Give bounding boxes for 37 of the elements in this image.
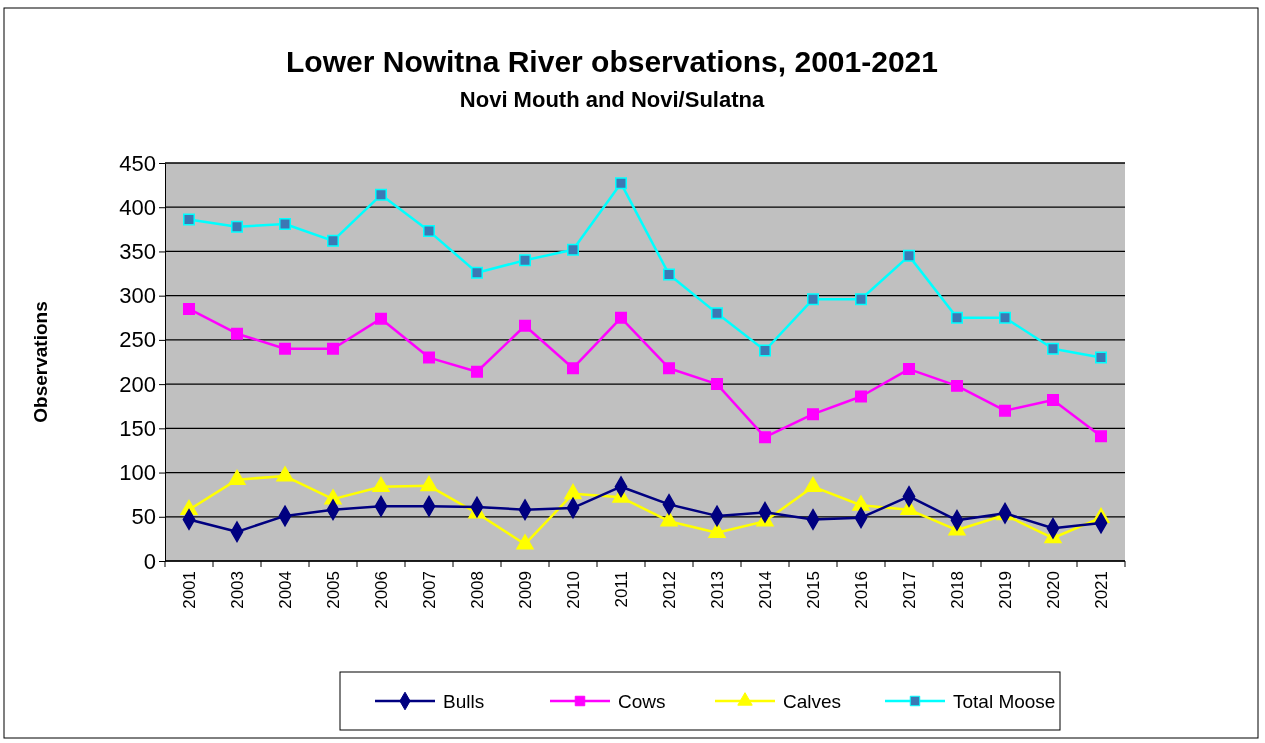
- x-tick-label: 2007: [420, 571, 439, 609]
- chart-title: Lower Nowitna River observations, 2001-2021: [286, 45, 938, 78]
- y-axis-title: Observations: [30, 301, 51, 423]
- x-tick-label: 2008: [468, 571, 487, 609]
- x-tick-label: 2015: [804, 571, 823, 609]
- x-tick-label: 2018: [948, 571, 967, 609]
- y-tick-label: 450: [119, 150, 156, 176]
- legend-label: Cows: [618, 691, 666, 712]
- x-tick-label: 2013: [708, 571, 727, 609]
- x-tick-label: 2012: [660, 571, 679, 609]
- x-tick-label: 2017: [900, 571, 919, 609]
- y-tick-label: 100: [119, 460, 156, 486]
- x-tick-label: 2020: [1044, 571, 1063, 609]
- y-tick-label: 200: [119, 371, 156, 397]
- legend-label: Bulls: [443, 691, 485, 712]
- y-tick-label: 300: [119, 283, 156, 309]
- x-tick-label: 2004: [276, 571, 295, 609]
- x-tick-label: 2014: [756, 571, 775, 609]
- y-tick-label: 400: [119, 194, 156, 220]
- y-tick-label: 50: [131, 504, 156, 530]
- x-tick-label: 2005: [324, 571, 343, 609]
- x-tick-label: 2001: [180, 571, 199, 609]
- x-tick-label: 2021: [1092, 571, 1111, 609]
- x-tick-label: 2009: [516, 571, 535, 609]
- x-tick-label: 2016: [852, 571, 871, 609]
- y-tick-label: 350: [119, 238, 156, 264]
- x-tick-label: 2011: [612, 571, 631, 608]
- y-tick-label: 150: [119, 415, 156, 441]
- x-tick-label: 2006: [372, 571, 391, 609]
- x-tick-label: 2003: [228, 571, 247, 609]
- x-tick-label: 2019: [996, 571, 1015, 609]
- x-tick-label: 2010: [564, 571, 583, 609]
- chart-subtitle: Novi Mouth and Novi/Sulatna: [459, 87, 765, 112]
- legend-label: Calves: [783, 691, 842, 712]
- legend-label: Total Moose: [953, 691, 1056, 712]
- y-tick-label: 0: [143, 548, 156, 574]
- y-tick-label: 250: [119, 327, 156, 353]
